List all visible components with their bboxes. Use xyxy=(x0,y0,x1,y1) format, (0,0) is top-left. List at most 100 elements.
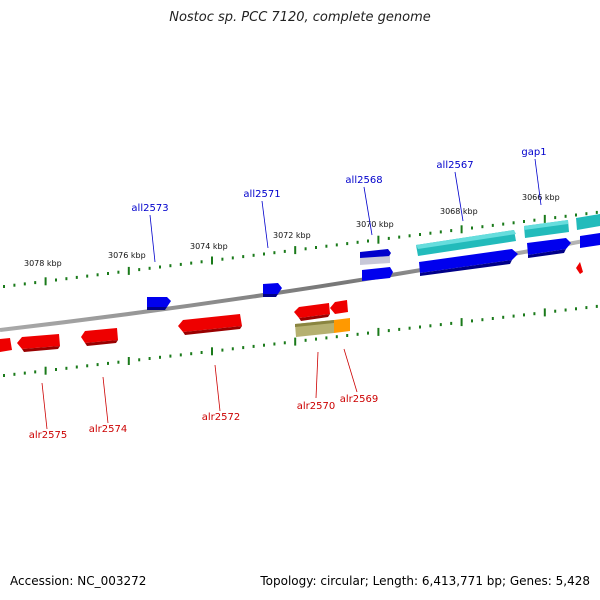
scale-minor-tick xyxy=(86,274,89,278)
gene-label-all2567[interactable]: all2567 xyxy=(436,160,473,171)
scale-minor-tick xyxy=(439,230,442,234)
gene-label-alr2575[interactable]: alr2575 xyxy=(29,430,67,441)
scale-minor-tick xyxy=(55,368,57,371)
scale-minor-tick xyxy=(325,336,328,340)
scale-minor-tick xyxy=(408,234,411,238)
gene-alr2570[interactable] xyxy=(294,303,330,321)
scale-minor-tick xyxy=(263,343,265,347)
scale-minor-tick xyxy=(575,213,577,217)
gene-all2567[interactable] xyxy=(419,249,518,276)
scale-minor-tick xyxy=(107,272,109,275)
scale-minor-tick xyxy=(523,220,525,223)
scale-minor-tick xyxy=(273,251,276,255)
gene-alr2570-olive[interactable] xyxy=(295,320,334,337)
scale-minor-tick xyxy=(200,260,203,264)
scale-major-tick xyxy=(127,266,130,275)
scale-minor-tick xyxy=(65,277,68,281)
gene-gap1-cyan[interactable] xyxy=(524,220,569,238)
map-title: Nostoc sp. PCC 7120, complete genome xyxy=(169,10,431,25)
scale-minor-tick xyxy=(96,273,99,277)
scale-minor-tick xyxy=(3,285,5,288)
scale-minor-tick xyxy=(554,309,557,313)
scale-minor-tick xyxy=(512,221,515,225)
scale-minor-tick xyxy=(107,361,109,365)
scale-major-tick xyxy=(460,318,463,327)
scale-major-tick xyxy=(460,225,463,234)
scale-minor-tick xyxy=(315,337,317,341)
scale-minor-tick xyxy=(169,354,172,358)
scale-minor-tick xyxy=(335,335,338,339)
gene-alr2575[interactable] xyxy=(17,334,60,352)
scale-major-tick xyxy=(543,214,546,223)
gene-label-all2573[interactable]: all2573 xyxy=(131,203,168,214)
scale-minor-tick xyxy=(231,347,234,351)
scale-major-tick xyxy=(44,366,47,375)
gene-alr2569[interactable] xyxy=(334,318,350,333)
gene-all2573[interactable] xyxy=(147,297,171,310)
scale-major-tick xyxy=(44,277,47,286)
kbp-label: 3070 kbp xyxy=(356,220,394,229)
scale-minor-tick xyxy=(55,278,57,282)
gene-label-alr2574[interactable]: alr2574 xyxy=(89,424,127,435)
gene-label-all2571[interactable]: all2571 xyxy=(243,189,280,200)
scale-minor-tick xyxy=(304,247,307,251)
scale-major-tick xyxy=(377,327,380,336)
gene-alr2569-red[interactable] xyxy=(330,300,348,314)
gene-label-alr2570[interactable]: alr2570 xyxy=(297,401,335,412)
connector-line xyxy=(343,348,358,393)
accession-text: Accession: NC_003272 xyxy=(10,574,147,588)
scale-minor-tick xyxy=(512,314,515,318)
gene-edge-cyan[interactable] xyxy=(576,214,600,230)
scale-minor-tick xyxy=(75,365,78,369)
gene-alr2572[interactable] xyxy=(178,314,242,335)
scale-major-tick xyxy=(543,308,546,317)
scale-minor-tick xyxy=(491,317,494,320)
scale-minor-tick xyxy=(65,366,68,370)
gene-all2568-b[interactable] xyxy=(362,267,393,281)
scale-minor-tick xyxy=(346,334,349,337)
gene-label-alr2569[interactable]: alr2569 xyxy=(340,394,378,405)
scale-minor-tick xyxy=(221,348,224,352)
scale-minor-tick xyxy=(283,249,286,253)
scale-minor-tick xyxy=(502,222,505,226)
scale-minor-tick xyxy=(138,268,141,272)
scale-minor-tick xyxy=(439,323,442,327)
scale-minor-tick xyxy=(450,321,453,325)
scale-minor-tick xyxy=(200,351,203,354)
scale-minor-tick xyxy=(491,223,494,227)
gene-edge-red[interactable] xyxy=(576,262,583,274)
scale-major-tick xyxy=(294,337,297,346)
scale-minor-tick xyxy=(252,344,255,348)
scale-minor-tick xyxy=(117,360,120,364)
connector-line xyxy=(315,351,319,399)
scale-minor-tick xyxy=(179,262,182,266)
gene-all2571[interactable] xyxy=(263,283,282,297)
connector-line xyxy=(102,376,109,424)
gene-label-gap1[interactable]: gap1 xyxy=(521,147,546,158)
scale-minor-tick xyxy=(346,242,349,246)
scale-minor-tick xyxy=(179,353,182,357)
scale-minor-tick xyxy=(190,352,193,356)
scale-minor-tick xyxy=(429,324,432,328)
scale-minor-tick xyxy=(585,306,588,310)
gene-gap1[interactable] xyxy=(527,238,571,258)
gene-all2567-cyan[interactable] xyxy=(416,230,516,256)
scale-minor-tick xyxy=(3,374,5,377)
gene-all2568-a[interactable] xyxy=(360,249,391,265)
scale-minor-tick xyxy=(13,372,16,376)
gene-edge-blue[interactable] xyxy=(580,233,600,248)
scale-minor-tick xyxy=(86,364,89,368)
scale-minor-tick xyxy=(564,214,567,218)
upper-scale-track xyxy=(3,210,598,288)
scale-minor-tick xyxy=(169,264,172,268)
connector-line xyxy=(41,382,48,430)
gene-label-alr2572[interactable]: alr2572 xyxy=(202,412,240,423)
gene-label-all2568[interactable]: all2568 xyxy=(345,175,382,186)
scale-minor-tick xyxy=(221,257,224,261)
gene-edge-left-red[interactable] xyxy=(0,338,12,352)
scale-major-tick xyxy=(211,347,213,356)
gene-alr2574[interactable] xyxy=(81,328,118,346)
connector-line xyxy=(214,364,221,412)
scale-minor-tick xyxy=(242,255,245,259)
